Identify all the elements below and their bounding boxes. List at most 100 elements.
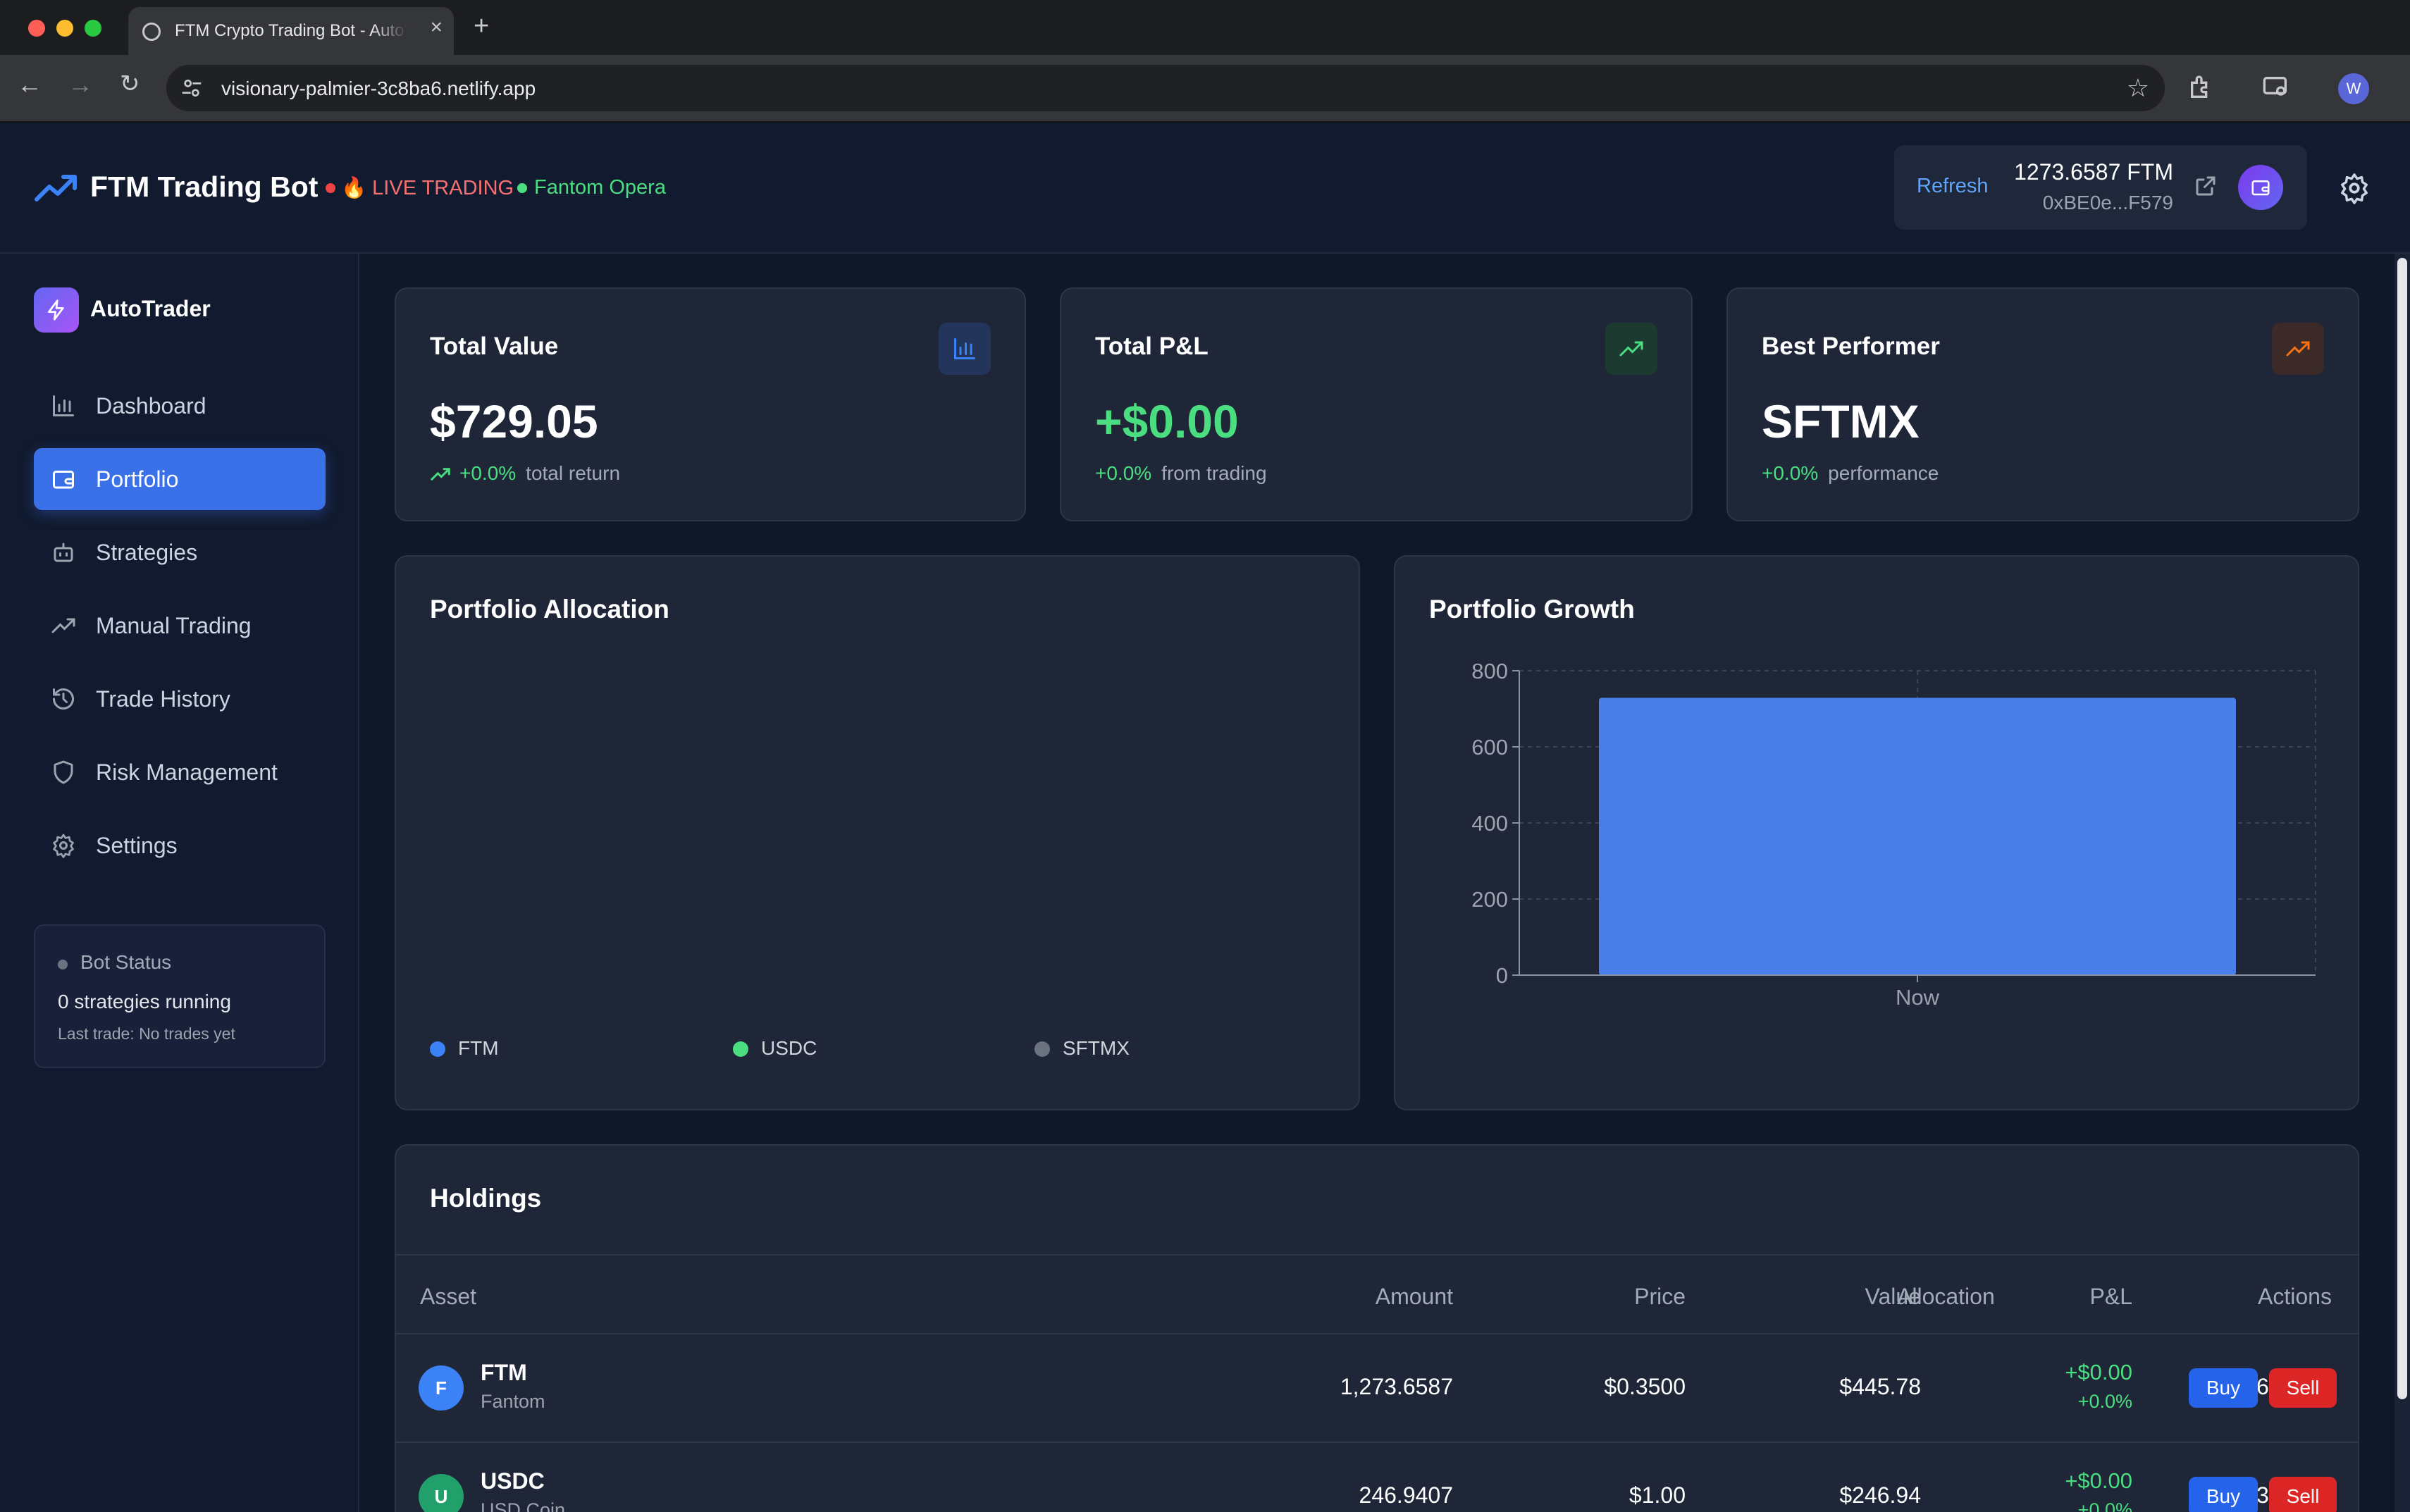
table-row: F FTM Fantom 1,273.6587 $0.3500 $445.78 … xyxy=(396,1334,2358,1442)
buy-button[interactable]: Buy xyxy=(2189,1477,2258,1512)
stat-icon-box xyxy=(1605,323,1657,375)
bot-icon xyxy=(54,543,73,562)
column-header-allocation[interactable]: Allocation xyxy=(1897,1284,1995,1309)
sidebar-item-label: Manual Trading xyxy=(96,613,252,638)
maximize-window-button[interactable] xyxy=(85,20,101,37)
site-settings-icon[interactable] xyxy=(180,77,203,99)
trending-up-icon xyxy=(2286,341,2310,357)
stat-label: total return xyxy=(526,462,621,484)
live-status-dot xyxy=(326,183,335,193)
sidebar: AutoTrader Dashboard Portfolio Strategie… xyxy=(0,254,359,1512)
sidebar-item-manual-trading[interactable]: Manual Trading xyxy=(34,595,326,657)
legend-item-usdc[interactable]: USDC xyxy=(733,1037,817,1060)
bar-chart-icon xyxy=(53,395,74,416)
sidebar-item-settings[interactable]: Settings xyxy=(34,814,326,876)
browser-tab[interactable]: FTM Crypto Trading Bot - AutoTrader × xyxy=(128,7,454,55)
back-icon[interactable]: ← xyxy=(17,70,42,99)
stat-icon-box xyxy=(2272,323,2324,375)
legend-item-sftmx[interactable]: SFTMX xyxy=(1034,1037,1130,1060)
trending-up-icon xyxy=(35,175,77,202)
reload-icon[interactable]: ↻ xyxy=(120,70,140,97)
app-title: FTM Trading Bot xyxy=(90,171,319,203)
sell-button[interactable]: Sell xyxy=(2269,1477,2337,1512)
wallet-icon xyxy=(2251,180,2270,196)
column-header-pnl[interactable]: P&L xyxy=(2089,1284,2132,1309)
stat-title: Total P&L xyxy=(1095,333,1209,360)
column-header-price[interactable]: Price xyxy=(1634,1284,1686,1309)
stat-pct: +0.0% xyxy=(459,462,517,484)
wallet-avatar[interactable] xyxy=(2238,165,2283,210)
stat-subtext: +0.0% total return xyxy=(430,462,620,485)
autotrader-logo xyxy=(34,287,79,333)
asset-name: Fantom xyxy=(481,1391,545,1412)
bot-status-title: Bot Status xyxy=(80,951,172,973)
stat-pct: +0.0% xyxy=(1762,462,1819,484)
best-performer: SFTMX xyxy=(1762,395,1920,447)
table-row: U USDC USD Coin 246.9407 $1.00 $246.94 +… xyxy=(396,1443,2358,1512)
asset-symbol: FTM xyxy=(481,1360,527,1385)
close-window-button[interactable] xyxy=(28,20,45,37)
column-header-actions: Actions xyxy=(2258,1284,2332,1309)
asset-price: $1.00 xyxy=(1629,1482,1686,1508)
total-value-card: Total Value $729.05 +0.0% total return xyxy=(395,287,1026,521)
new-tab-button[interactable]: + xyxy=(474,11,490,41)
trending-up-icon xyxy=(431,468,450,481)
extensions-icon[interactable] xyxy=(2187,73,2216,101)
stat-title: Best Performer xyxy=(1762,333,1940,360)
sidebar-item-label: Risk Management xyxy=(96,760,278,785)
sidebar-item-label: Strategies xyxy=(96,540,198,565)
y-tick-label: 400 xyxy=(1471,811,1508,836)
scrollbar-thumb[interactable] xyxy=(2397,258,2407,1399)
forward-icon[interactable]: → xyxy=(68,70,93,99)
stat-label: performance xyxy=(1828,462,1939,484)
legend-dot xyxy=(1034,1041,1050,1057)
cast-search-icon[interactable] xyxy=(2262,73,2290,101)
bookmark-star-icon[interactable]: ☆ xyxy=(2126,73,2149,102)
wallet-icon xyxy=(53,471,74,489)
stat-icon-box xyxy=(939,323,991,375)
minimize-window-button[interactable] xyxy=(56,20,73,37)
external-link-icon[interactable] xyxy=(2193,173,2218,199)
legend-item-ftm[interactable]: FTM xyxy=(430,1037,499,1060)
tab-close-icon[interactable]: × xyxy=(430,16,443,39)
sidebar-item-dashboard[interactable]: Dashboard xyxy=(34,375,326,437)
shield-icon xyxy=(54,760,73,784)
stat-subtext: +0.0% from trading xyxy=(1095,462,1267,485)
asset-amount: 246.9407 xyxy=(1359,1482,1453,1508)
stat-subtext: +0.0% performance xyxy=(1762,462,1939,485)
column-header-value[interactable]: Value xyxy=(1865,1284,1921,1309)
legend-label: FTM xyxy=(458,1037,499,1059)
column-header-amount[interactable]: Amount xyxy=(1375,1284,1453,1309)
sidebar-item-portfolio[interactable]: Portfolio xyxy=(34,448,326,510)
network-status-dot xyxy=(517,183,527,193)
asset-avatar: F xyxy=(419,1365,464,1411)
browser-menu-icon[interactable]: ⋮ xyxy=(2399,72,2410,97)
app-header: FTM Trading Bot 🔥 LIVE TRADING Fantom Op… xyxy=(0,123,2410,254)
sidebar-item-label: Portfolio xyxy=(96,466,179,492)
asset-price: $0.3500 xyxy=(1604,1374,1686,1399)
address-bar[interactable]: visionary-palmier-3c8ba6.netlify.app ☆ xyxy=(166,65,2165,111)
strategies-running: 0 strategies running xyxy=(58,991,231,1012)
legend-label: SFTMX xyxy=(1063,1037,1130,1059)
settings-gear-icon[interactable] xyxy=(2338,172,2371,204)
total-pnl: +$0.00 xyxy=(1095,395,1239,447)
page-scrollbar[interactable] xyxy=(2394,254,2410,1512)
column-header-asset[interactable]: Asset xyxy=(420,1284,477,1309)
sidebar-brand: AutoTrader xyxy=(90,296,211,321)
profile-avatar[interactable]: W xyxy=(2338,73,2369,104)
lightning-icon xyxy=(48,299,64,321)
stat-title: Total Value xyxy=(430,333,559,360)
sell-button[interactable]: Sell xyxy=(2269,1368,2337,1408)
portfolio-growth-chart: 0 200 400 600 800 Now xyxy=(1471,659,2316,1010)
asset-symbol: USDC xyxy=(481,1468,545,1494)
buy-button[interactable]: Buy xyxy=(2189,1368,2258,1408)
sidebar-item-label: Settings xyxy=(96,833,178,858)
tab-title: FTM Crypto Trading Bot - AutoTrader xyxy=(175,21,407,40)
sidebar-item-risk-management[interactable]: Risk Management xyxy=(34,741,326,803)
asset-amount: 1,273.6587 xyxy=(1340,1374,1453,1399)
sidebar-item-trade-history[interactable]: Trade History xyxy=(34,668,326,730)
sidebar-item-strategies[interactable]: Strategies xyxy=(34,521,326,583)
best-performer-card: Best Performer SFTMX +0.0% performance xyxy=(1726,287,2359,521)
refresh-button[interactable]: Refresh xyxy=(1917,175,1989,197)
